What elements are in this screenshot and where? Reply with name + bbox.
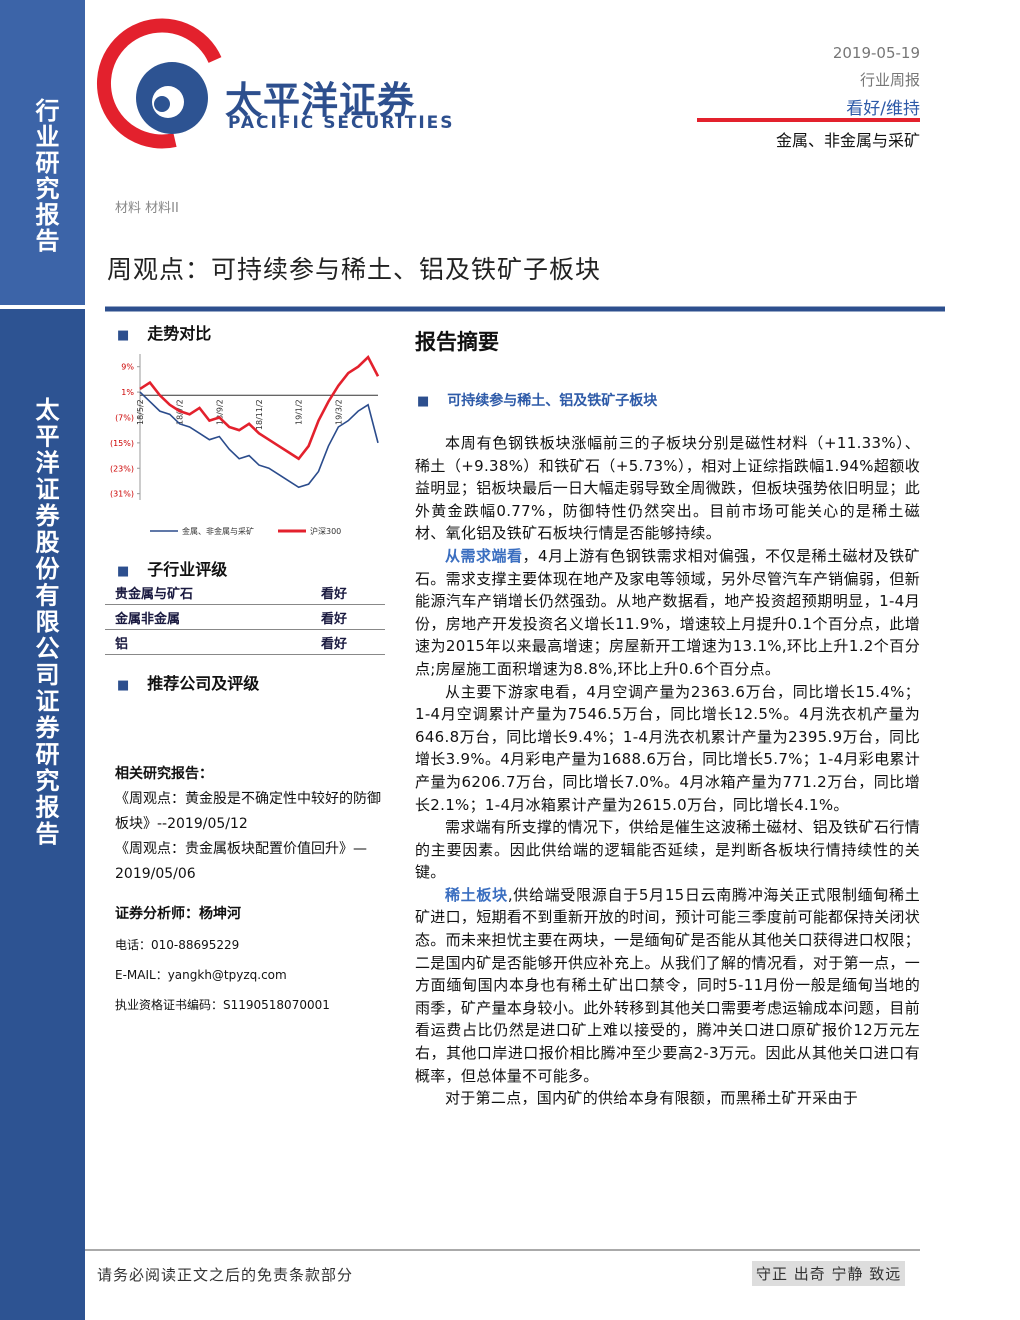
related-item: 《周观点：贵金属板块配置价值回升》—2019/05/06 — [115, 841, 367, 882]
related-heading: 相关研究报告： — [115, 766, 213, 782]
paragraph: 本周有色钢铁板块涨幅前三的子板块分别是磁性材料（+11.33%）、稀土（+9.3… — [415, 434, 920, 543]
summary-heading: 报告摘要 — [415, 330, 499, 354]
lead: 从需求端看 — [445, 546, 523, 565]
y-tick-label: 1% — [121, 388, 134, 397]
series-line — [139, 355, 380, 461]
summary-body: 本周有色钢铁板块涨幅前三的子板块分别是磁性材料（+11.33%）、稀土（+9.3… — [415, 432, 920, 1110]
cell: 看好 — [311, 580, 385, 605]
sector: 金属、非金属与采矿 — [775, 131, 920, 150]
logo-arc — [96, 18, 222, 149]
paragraph: 对于第二点，国内矿的供给本身有限额，而黑稀土矿开采由于 — [445, 1089, 859, 1108]
paragraph: 需求端有所支撑的情况下，供给是催生这波稀土磁材、铝及铁矿石行情的主要因素。因此供… — [415, 818, 920, 882]
section-heading: 推荐公司及评级 — [117, 670, 259, 694]
logo-dot — [154, 96, 170, 112]
brand-en: PACIFIC SECURITIES — [228, 113, 455, 133]
analyst: 证券分析师：杨坤河 — [115, 906, 241, 922]
phone: 电话：010-88695229 — [115, 938, 240, 952]
summary-subheading: 可持续参与稀土、铝及铁矿子板块 — [417, 390, 657, 410]
rating-table: 贵金属与矿石 看好 金属非金属 看好 铝看好 — [105, 580, 385, 655]
series-line — [139, 391, 379, 489]
rating: 看好/维持 — [846, 99, 920, 119]
cell: 看好 — [311, 604, 385, 630]
paragraph: 从主要下游家电看，4月空调产量为2363.6万台，同比增长15.4%；1-4月空… — [415, 682, 920, 814]
section-heading: 子行业评级 — [117, 556, 227, 580]
motto: 守正 出奇 宁静 致远 — [752, 1261, 906, 1286]
paragraph: 从需求端看，4月上游有色钢铁需求相对偏强，不仅是稀土磁材及铁矿石。需求支撑主要体… — [415, 545, 920, 681]
lead: 稀土板块 — [445, 885, 508, 904]
paragraph: 稀土板块,供给端受限源自于5月15日云南腾冲海关正式限制缅甸稀土矿进口，短期看不… — [415, 884, 920, 1087]
section-heading: 走势对比 — [117, 320, 211, 344]
table-row: 铝看好 — [105, 629, 385, 655]
y-tick-label: (7%) — [115, 413, 134, 422]
table-row: 贵金属与矿石 看好 — [105, 580, 385, 605]
x-tick-label: 19/3/2 — [334, 399, 343, 425]
x-tick-label: 19/1/2 — [295, 399, 304, 425]
paragraph-text: ，4月上游有色钢铁需求相对偏强，不仅是稀土磁材及铁矿石。需求支撑主要体现在地产及… — [415, 546, 920, 678]
related-reports: 相关研究报告： 《周观点：黄金股是不确定性中较好的防御板块》--2019/05/… — [115, 762, 385, 887]
sidebar-company: 太平洋证券股份有限公司证券研究报告 — [31, 397, 59, 848]
brand-cn: 太平洋证券 — [225, 79, 415, 122]
legend-label: 金属、非金属与采矿 — [182, 526, 254, 536]
y-tick-label: (15%) — [110, 439, 134, 448]
email: E-MAIL：yangkh@tpyzq.com — [115, 968, 287, 982]
disclaimer: 请务必阅读正文之后的免责条款部分 — [97, 1266, 354, 1284]
x-tick-label: 18/5/2 — [136, 399, 145, 425]
x-tick-label: 18/11/2 — [255, 399, 264, 430]
sidebar-top: 行业研究报告 — [0, 0, 85, 305]
cell: 铝 — [105, 629, 311, 655]
related-item: 《周观点：黄金股是不确定性中较好的防御板块》--2019/05/12 — [115, 791, 381, 832]
report-type: 行业周报 — [859, 71, 920, 89]
license: 执业资格证书编码：S1190518070001 — [115, 998, 330, 1012]
sidebar-label: 行业研究报告 — [31, 98, 59, 254]
chart: 9%1%(7%)(15%)(23%)(31%)18/5/2 18/7/2 18/9/… — [110, 354, 380, 536]
date: 2019-05-19 — [832, 44, 920, 62]
report-title: 周观点：可持续参与稀土、铝及铁矿子板块 — [107, 255, 602, 284]
paragraph-text: ,供给端受限源自于5月15日云南腾冲海关正式限制缅甸稀土矿进口，短期看不到重新开… — [415, 885, 920, 1085]
y-tick-label: (23%) — [110, 464, 134, 473]
cell: 金属非金属 — [105, 604, 311, 630]
cell: 看好 — [311, 629, 385, 655]
y-tick-label: (31%) — [110, 490, 134, 499]
table-row: 金属非金属 看好 — [105, 604, 385, 630]
legend-label: 沪深300 — [310, 526, 341, 536]
cell: 贵金属与矿石 — [105, 580, 311, 605]
x-tick-label: 18/9/2 — [215, 399, 224, 425]
y-tick-label: 9% — [121, 363, 134, 372]
sidebar-bottom: 太平洋证券股份有限公司证券研究报告 — [0, 309, 85, 1320]
category: 材料 材料II — [115, 201, 179, 216]
